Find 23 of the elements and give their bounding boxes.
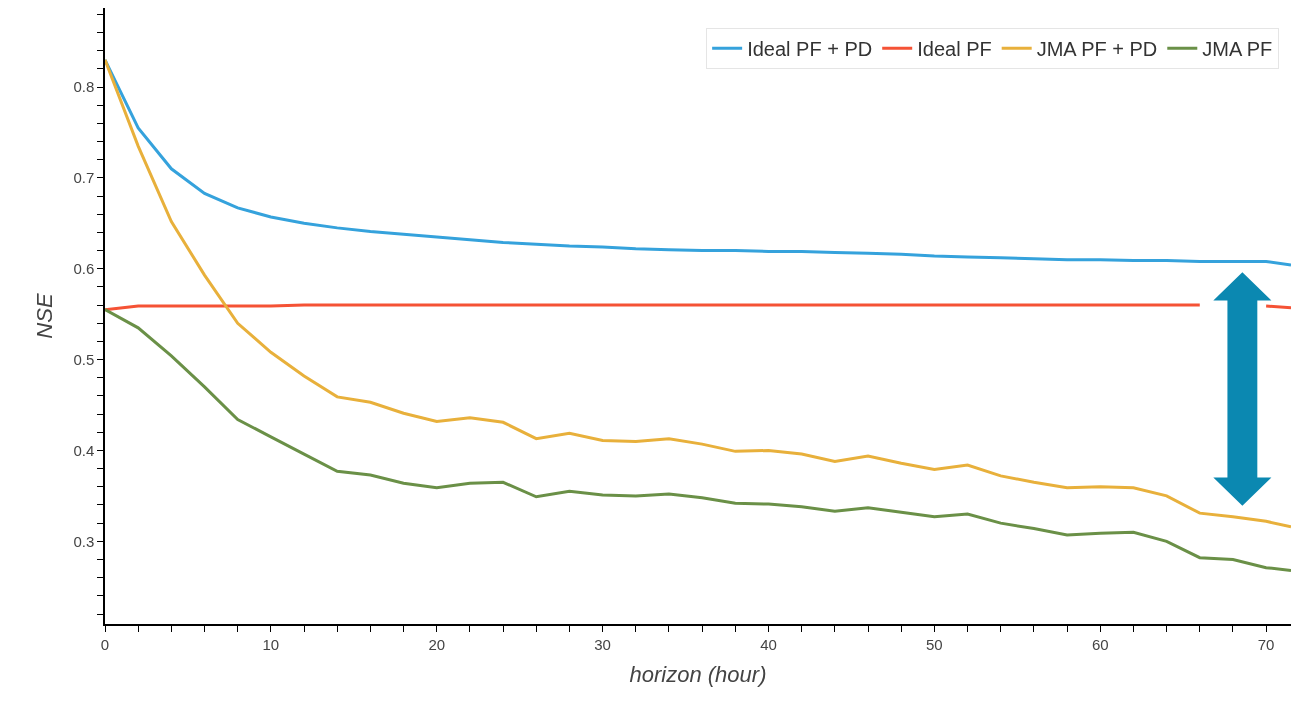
y-tick-label: 0.8 (73, 78, 95, 96)
y-tick-label: 0.4 (73, 441, 95, 459)
y-tick-label: 0.5 (73, 350, 95, 368)
x-tick-label: 50 (926, 635, 943, 653)
x-tick-label: 30 (594, 635, 611, 653)
line-series (105, 58, 1291, 529)
y-tick-label: 0.3 (73, 532, 95, 550)
legend-label: Ideal PF + PD (747, 38, 873, 61)
x-tick-label: 10 (262, 635, 280, 653)
legend-label: Ideal PF (917, 38, 992, 61)
line-series (105, 58, 1291, 267)
legend-label: JMA PF + PD (1036, 38, 1158, 61)
x-axis-title: horizon (hour) (629, 662, 767, 688)
line-series (105, 308, 1291, 572)
x-tick-label: 60 (1091, 635, 1109, 653)
x-tick-label: 0 (100, 635, 110, 653)
y-tick-label: 0.7 (73, 169, 95, 187)
x-tick-label: 20 (428, 635, 446, 653)
y-tick-label: 0.6 (73, 260, 95, 278)
legend-label: JMA PF (1202, 38, 1273, 61)
y-axis-title: NSE (31, 293, 57, 339)
x-tick-label: 70 (1257, 635, 1275, 653)
x-tick-label: 40 (760, 635, 777, 653)
